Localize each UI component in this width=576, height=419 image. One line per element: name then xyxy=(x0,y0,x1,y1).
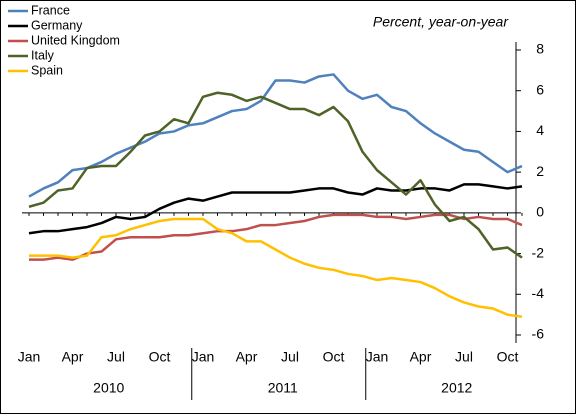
y-tick-label: -4 xyxy=(532,285,545,301)
x-tick-label: Jul xyxy=(455,349,473,365)
x-tick-label: Jan xyxy=(192,349,215,365)
year-label: 2012 xyxy=(441,380,472,396)
legend-label: Spain xyxy=(31,63,63,77)
y-tick-label: 4 xyxy=(536,122,544,138)
legend-label: United Kingdom xyxy=(31,33,120,47)
x-tick-label: Oct xyxy=(497,349,519,365)
year-label: 2010 xyxy=(93,380,124,396)
series-line xyxy=(29,213,523,261)
y-tick-label: -2 xyxy=(532,244,545,260)
x-tick-label: Jul xyxy=(281,349,299,365)
x-tick-label: Oct xyxy=(149,349,171,365)
x-tick-label: Jan xyxy=(366,349,389,365)
series-line xyxy=(28,73,523,198)
annotation: Percent, year-on-year xyxy=(373,14,509,30)
legend-label: France xyxy=(31,3,70,17)
series-line xyxy=(28,183,523,235)
x-tick-label: Oct xyxy=(323,349,345,365)
legend-label: Germany xyxy=(31,18,83,32)
x-tick-label: Jan xyxy=(18,349,41,365)
series-line xyxy=(28,91,523,259)
y-tick-label: 2 xyxy=(536,163,544,179)
series-line xyxy=(29,217,523,318)
x-tick-label: Apr xyxy=(410,349,432,365)
y-tick-label: 6 xyxy=(536,81,544,97)
year-label: 2011 xyxy=(268,380,298,396)
x-tick-label: Apr xyxy=(62,349,84,365)
x-tick-label: Jul xyxy=(107,349,125,365)
y-tick-label: 0 xyxy=(536,204,544,220)
y-tick-label: 8 xyxy=(536,41,544,57)
legend-label: Italy xyxy=(31,48,55,62)
x-tick-label: Apr xyxy=(236,349,258,365)
y-tick-label: -6 xyxy=(532,326,545,342)
